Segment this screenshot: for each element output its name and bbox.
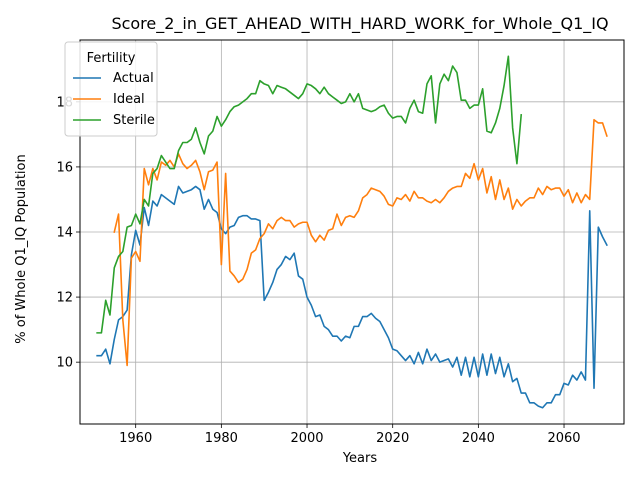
x-tick-label: 1960: [119, 431, 152, 446]
chart-title: Score_2_in_GET_AHEAD_WITH_HARD_WORK_for_…: [111, 14, 608, 34]
x-tick-label: 2000: [290, 431, 323, 446]
legend-label-sterile: Sterile: [113, 113, 155, 128]
x-tick-label: 2020: [376, 431, 409, 446]
series-line-ideal: [113, 118, 608, 367]
y-tick-label: 16: [56, 160, 73, 175]
x-axis-label: Years: [342, 451, 378, 466]
series-line-actual: [96, 185, 608, 409]
y-tick-label: 10: [56, 356, 73, 371]
y-tick-label: 12: [56, 291, 73, 306]
y-tick-label: 14: [56, 226, 73, 241]
grid: [80, 40, 624, 424]
series-line-sterile: [96, 55, 523, 334]
legend-label-actual: Actual: [113, 71, 154, 86]
x-tick-label: 1980: [205, 431, 238, 446]
y-axis-label: % of Whole Q1_IQ Population: [14, 154, 29, 343]
legend-box: [64, 41, 158, 137]
legend-title: Fertility: [87, 51, 136, 66]
x-axis: 1960 1980 2000 2020 2040 2060: [119, 424, 581, 446]
x-tick-label: 2040: [462, 431, 495, 446]
series-group: [96, 55, 608, 409]
x-tick-label: 2060: [547, 431, 580, 446]
legend-label-ideal: Ideal: [113, 92, 145, 107]
legend-items: Actual Ideal Sterile: [73, 71, 155, 128]
legend: Fertility Actual Ideal Sterile: [64, 41, 158, 137]
